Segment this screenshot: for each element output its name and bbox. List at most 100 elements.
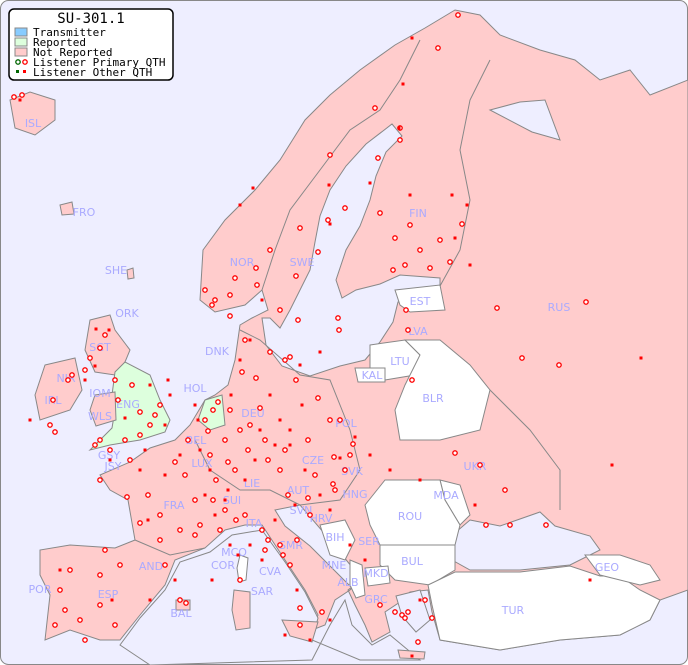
listener-primary-qth-marker: [372, 105, 378, 111]
listener-primary-qth-marker: [402, 262, 408, 268]
listener-primary-qth-marker: [212, 297, 218, 303]
listener-primary-qth-marker: [197, 522, 203, 528]
country-label-rus: RUS: [548, 301, 571, 314]
listener-primary-qth-marker: [192, 497, 198, 503]
listener-primary-qth-marker: [253, 375, 259, 381]
listener-primary-qth-marker: [422, 597, 428, 603]
listener-primary-qth-marker: [147, 422, 153, 428]
listener-primary-qth-marker: [177, 597, 183, 603]
listener-other-qth-marker: [18, 98, 22, 102]
listener-other-qth-marker: [588, 578, 592, 582]
listener-primary-qth-marker: [117, 562, 123, 568]
listener-primary-qth-marker: [265, 457, 271, 463]
listener-other-qth-marker: [238, 203, 242, 207]
country-label-mne: MNE: [322, 559, 347, 572]
country-label-bel: BEL: [186, 434, 207, 447]
listener-primary-qth-marker: [335, 315, 341, 321]
country-borders: [194, 329, 361, 506]
listener-primary-qth-marker: [447, 259, 453, 265]
country-label-blr: BLR: [422, 392, 444, 405]
listener-other-qth-marker: [465, 203, 469, 207]
listener-primary-qth-marker: [112, 377, 118, 383]
listener-other-qth-marker: [610, 463, 614, 467]
legend-other-qth: Listener Other QTH: [33, 66, 152, 79]
listener-primary-qth-marker: [405, 609, 411, 615]
other-qth-green-icon: [16, 70, 19, 73]
listener-primary-qth-marker: [225, 459, 231, 465]
listener-primary-qth-marker: [152, 412, 158, 418]
listener-primary-qth-marker: [145, 492, 151, 498]
listener-other-qth-marker: [223, 498, 227, 502]
listener-other-qth-marker: [353, 435, 357, 439]
listener-primary-qth-marker: [82, 637, 88, 643]
listener-other-qth-marker: [178, 453, 182, 457]
listener-other-qth-marker: [238, 358, 242, 362]
listener-primary-qth-marker: [137, 520, 143, 526]
listener-other-qth-marker: [148, 598, 152, 602]
listener-primary-qth-marker: [452, 450, 458, 456]
listener-primary-qth-marker: [307, 512, 313, 518]
listener-primary-qth-marker: [124, 494, 130, 500]
listener-other-qth-marker: [397, 126, 401, 130]
listener-primary-qth-marker: [82, 367, 88, 373]
listener-primary-qth-marker: [262, 547, 268, 553]
listener-primary-qth-marker: [19, 92, 25, 98]
listener-primary-qth-marker: [112, 622, 118, 628]
listener-primary-qth-marker: [294, 537, 300, 543]
legend-box: [8, 8, 174, 81]
listener-primary-qth-marker: [415, 639, 421, 645]
listener-other-qth-marker: [318, 493, 322, 497]
country-label-lie: LIE: [244, 477, 260, 490]
listener-primary-qth-marker: [209, 302, 215, 308]
listener-other-qth-marker: [368, 453, 372, 457]
listener-primary-qth-marker: [267, 349, 273, 355]
listener-primary-qth-marker: [293, 377, 299, 383]
listener-primary-qth-marker: [87, 355, 93, 361]
country-borders: [489, 389, 561, 510]
country-label-jsy: JSY: [104, 460, 122, 473]
listener-primary-qth-marker: [402, 615, 408, 621]
listener-other-qth-marker: [251, 186, 255, 190]
listener-primary-qth-marker: [210, 497, 216, 503]
listener-primary-qth-marker: [377, 210, 383, 216]
listener-primary-qth-marker: [295, 317, 301, 323]
island-sardinia: [231, 589, 251, 631]
other-qth-red-icon: [23, 70, 26, 73]
listener-primary-qth-marker: [177, 527, 183, 533]
country-label-sui: SUI: [223, 494, 241, 507]
listener-primary-qth-marker: [342, 205, 348, 211]
legend-not-reported: Not Reported: [33, 46, 112, 59]
listener-other-qth-marker: [363, 558, 367, 562]
listener-primary-qth-marker: [305, 437, 311, 443]
listener-primary-qth-marker: [519, 355, 525, 361]
listener-other-qth-marker: [453, 236, 457, 240]
listener-markers: [11, 12, 643, 658]
country-label-bih: BIH: [325, 531, 344, 544]
listener-primary-qth-marker: [242, 512, 248, 518]
listener-primary-qth-marker: [507, 522, 513, 528]
listener-other-qth-marker: [468, 263, 472, 267]
country-label-sar: SAR: [251, 585, 274, 598]
listener-other-qth-marker: [298, 363, 302, 367]
listener-other-qth-marker: [328, 508, 332, 512]
no-data-countries: [236, 284, 661, 651]
listener-primary-qth-marker: [137, 432, 143, 438]
reported-swatch: [14, 37, 28, 47]
listener-primary-qth-marker: [257, 405, 263, 411]
island-shetland: [126, 267, 135, 280]
not-reported-swatch: [14, 47, 28, 57]
listener-primary-qth-marker: [62, 607, 68, 613]
country-label-cor: COR: [211, 559, 235, 572]
listener-primary-qth-marker: [455, 12, 461, 18]
listener-primary-qth-marker: [182, 472, 188, 478]
white-sea: [488, 99, 561, 141]
country-label-lva: LVA: [408, 325, 428, 338]
country-label-alb: ALB: [337, 576, 358, 589]
listener-other-qth-marker: [268, 393, 272, 397]
listener-primary-qth-marker: [50, 397, 56, 403]
listener-primary-qth-marker: [337, 417, 343, 423]
listener-primary-qth-marker: [242, 337, 248, 343]
listener-primary-qth-marker: [287, 354, 293, 360]
listener-other-qth-marker: [146, 518, 150, 522]
listener-primary-qth-marker: [405, 327, 411, 333]
